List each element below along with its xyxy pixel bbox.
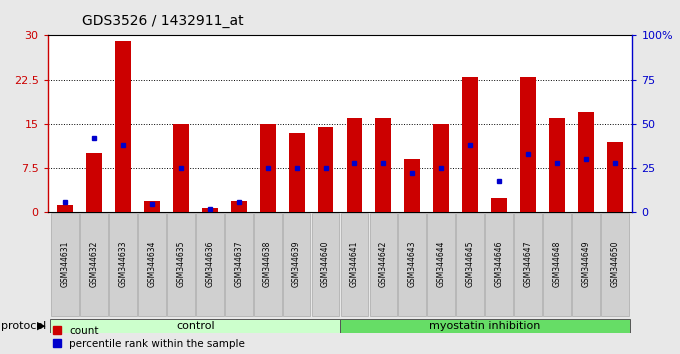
Bar bbox=[607, 142, 623, 212]
Bar bbox=[138, 213, 166, 316]
Bar bbox=[57, 205, 73, 212]
Text: GSM344641: GSM344641 bbox=[350, 240, 359, 287]
Bar bbox=[491, 198, 507, 212]
Text: GSM344647: GSM344647 bbox=[524, 240, 532, 287]
Bar bbox=[231, 201, 247, 212]
Bar bbox=[51, 213, 79, 316]
Bar bbox=[433, 124, 449, 212]
Bar bbox=[375, 118, 392, 212]
Text: GSM344640: GSM344640 bbox=[321, 240, 330, 287]
Bar bbox=[405, 159, 420, 212]
Bar bbox=[462, 77, 478, 212]
Bar bbox=[318, 127, 333, 212]
Bar bbox=[109, 213, 137, 316]
Bar bbox=[254, 213, 282, 316]
Bar bbox=[202, 208, 218, 212]
Text: myostatin inhibition: myostatin inhibition bbox=[429, 321, 541, 331]
Text: control: control bbox=[176, 321, 215, 331]
Bar bbox=[50, 319, 340, 333]
Text: protocol: protocol bbox=[1, 321, 46, 331]
Bar bbox=[428, 213, 455, 316]
Bar bbox=[456, 213, 484, 316]
Text: GSM344642: GSM344642 bbox=[379, 240, 388, 287]
Text: GSM344633: GSM344633 bbox=[118, 240, 127, 287]
Text: GSM344634: GSM344634 bbox=[148, 240, 156, 287]
Bar bbox=[543, 213, 571, 316]
Text: GSM344645: GSM344645 bbox=[466, 240, 475, 287]
Text: GSM344636: GSM344636 bbox=[205, 240, 214, 287]
Bar bbox=[288, 133, 305, 212]
Bar bbox=[549, 118, 565, 212]
Legend: count, percentile rank within the sample: count, percentile rank within the sample bbox=[53, 326, 245, 349]
Bar bbox=[173, 124, 189, 212]
Bar bbox=[115, 41, 131, 212]
Bar bbox=[283, 213, 311, 316]
Bar bbox=[578, 112, 594, 212]
Bar bbox=[340, 319, 630, 333]
Bar bbox=[398, 213, 426, 316]
Bar bbox=[486, 213, 513, 316]
Text: ▶: ▶ bbox=[37, 321, 46, 331]
Bar bbox=[572, 213, 600, 316]
Bar bbox=[225, 213, 252, 316]
Bar bbox=[260, 124, 275, 212]
Bar bbox=[311, 213, 339, 316]
Bar bbox=[520, 77, 536, 212]
Text: GSM344632: GSM344632 bbox=[90, 240, 99, 287]
Bar bbox=[167, 213, 194, 316]
Text: GSM344644: GSM344644 bbox=[437, 240, 446, 287]
Text: GSM344631: GSM344631 bbox=[61, 240, 69, 287]
Text: GSM344648: GSM344648 bbox=[553, 240, 562, 287]
Text: GSM344637: GSM344637 bbox=[234, 240, 243, 287]
Bar bbox=[341, 213, 369, 316]
Bar bbox=[369, 213, 397, 316]
Text: GSM344649: GSM344649 bbox=[581, 240, 590, 287]
Text: GSM344646: GSM344646 bbox=[495, 240, 504, 287]
Bar bbox=[80, 213, 108, 316]
Text: GSM344638: GSM344638 bbox=[263, 240, 272, 287]
Bar bbox=[196, 213, 224, 316]
Bar bbox=[347, 118, 362, 212]
Bar bbox=[144, 201, 160, 212]
Text: GSM344650: GSM344650 bbox=[611, 240, 619, 287]
Bar bbox=[514, 213, 542, 316]
Text: GSM344639: GSM344639 bbox=[292, 240, 301, 287]
Bar bbox=[601, 213, 629, 316]
Text: GSM344635: GSM344635 bbox=[176, 240, 185, 287]
Text: GSM344643: GSM344643 bbox=[408, 240, 417, 287]
Text: GDS3526 / 1432911_at: GDS3526 / 1432911_at bbox=[82, 14, 243, 28]
Bar bbox=[86, 153, 102, 212]
